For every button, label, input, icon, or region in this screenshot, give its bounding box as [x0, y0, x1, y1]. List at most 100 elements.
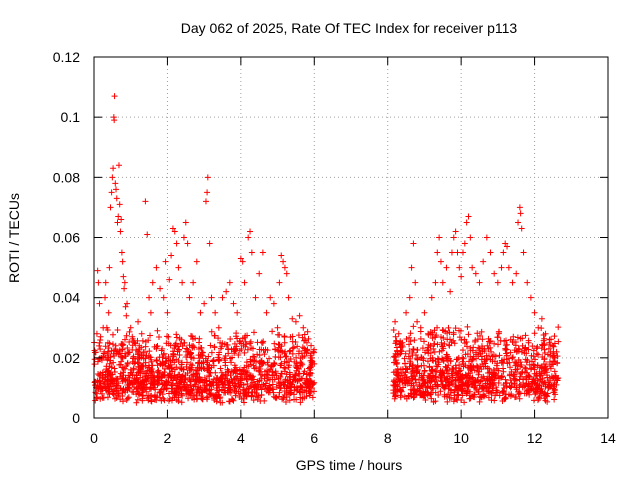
- y-tick-label: 0.02: [53, 350, 80, 366]
- roti-point: [460, 355, 467, 362]
- roti-point: [266, 355, 273, 362]
- roti-point: [474, 365, 481, 372]
- roti-point: [261, 397, 268, 404]
- roti-point: [279, 396, 286, 403]
- roti-point: [528, 358, 535, 365]
- roti-point: [181, 376, 188, 383]
- roti-point: [204, 174, 211, 181]
- roti-point: [392, 368, 399, 375]
- roti-point: [283, 270, 290, 277]
- roti-point: [207, 391, 214, 398]
- roti-point: [162, 258, 169, 265]
- roti-point: [210, 376, 217, 383]
- roti-point: [203, 394, 210, 401]
- x-tick-label: 14: [600, 430, 616, 446]
- roti-point: [513, 393, 520, 400]
- roti-point: [553, 381, 560, 388]
- roti-point: [107, 357, 114, 364]
- roti-point: [485, 345, 492, 352]
- roti-point: [286, 397, 293, 404]
- roti-point: [281, 264, 288, 271]
- x-tick-label: 4: [237, 430, 245, 446]
- roti-point: [219, 294, 226, 301]
- roti-point: [250, 397, 257, 404]
- roti-point: [196, 378, 203, 385]
- roti-point: [501, 384, 508, 391]
- roti-point: [106, 360, 113, 367]
- roti-point: [500, 381, 507, 388]
- roti-point: [473, 349, 480, 356]
- roti-point: [207, 370, 214, 377]
- roti-point: [160, 351, 167, 358]
- roti-point: [523, 390, 530, 397]
- roti-point: [287, 390, 294, 397]
- roti-point: [97, 346, 104, 353]
- roti-point: [430, 345, 437, 352]
- roti-point: [129, 371, 136, 378]
- roti-point: [91, 347, 98, 354]
- roti-point: [154, 327, 161, 334]
- roti-point: [409, 368, 416, 375]
- roti-point: [217, 365, 224, 372]
- roti-point: [289, 315, 296, 322]
- roti-point: [408, 264, 415, 271]
- roti-point: [394, 365, 401, 372]
- roti-point: [173, 356, 180, 363]
- roti-point: [221, 341, 228, 348]
- roti-point: [208, 364, 215, 371]
- roti-point: [479, 348, 486, 355]
- roti-point: [479, 336, 486, 343]
- roti-point: [294, 386, 301, 393]
- roti-point: [109, 174, 116, 181]
- roti-point: [465, 213, 472, 220]
- roti-point: [114, 219, 121, 226]
- roti-point: [117, 370, 124, 377]
- roti-point: [100, 369, 107, 376]
- roti-point: [464, 382, 471, 389]
- roti-point: [144, 375, 151, 382]
- roti-point: [272, 394, 279, 401]
- roti-point: [266, 386, 273, 393]
- roti-point: [238, 371, 245, 378]
- roti-point: [434, 249, 441, 256]
- roti-point: [517, 335, 524, 342]
- roti-point: [522, 332, 529, 339]
- roti-point: [430, 357, 437, 364]
- roti-point: [96, 300, 103, 307]
- roti-point: [179, 392, 186, 399]
- roti-point: [179, 384, 186, 391]
- roti-point: [166, 395, 173, 402]
- roti-point: [270, 362, 277, 369]
- roti-point: [113, 385, 120, 392]
- roti-point: [168, 364, 175, 371]
- roti-point: [551, 333, 558, 340]
- roti-point: [506, 383, 513, 390]
- roti-point: [418, 392, 425, 399]
- roti-point: [277, 362, 284, 369]
- roti-point: [130, 353, 137, 360]
- roti-point: [538, 315, 545, 322]
- roti-point: [261, 351, 268, 358]
- roti-point: [459, 249, 466, 256]
- roti-point: [133, 372, 140, 379]
- roti-point: [190, 383, 197, 390]
- roti-point: [522, 365, 529, 372]
- roti-point: [299, 361, 306, 368]
- roti-point: [548, 361, 555, 368]
- roti-point: [493, 384, 500, 391]
- roti-point: [505, 355, 512, 362]
- roti-point: [518, 225, 525, 232]
- roti-point: [198, 359, 205, 366]
- roti-point: [115, 162, 122, 169]
- roti-point: [153, 345, 160, 352]
- roti-point: [283, 359, 290, 366]
- roti-point: [153, 358, 160, 365]
- roti-point: [542, 379, 549, 386]
- roti-point: [457, 327, 464, 334]
- roti-point: [104, 339, 111, 346]
- roti-point: [478, 328, 485, 335]
- roti-point: [421, 367, 428, 374]
- roti-point: [509, 355, 516, 362]
- roti-point: [307, 369, 314, 376]
- roti-point: [539, 342, 546, 349]
